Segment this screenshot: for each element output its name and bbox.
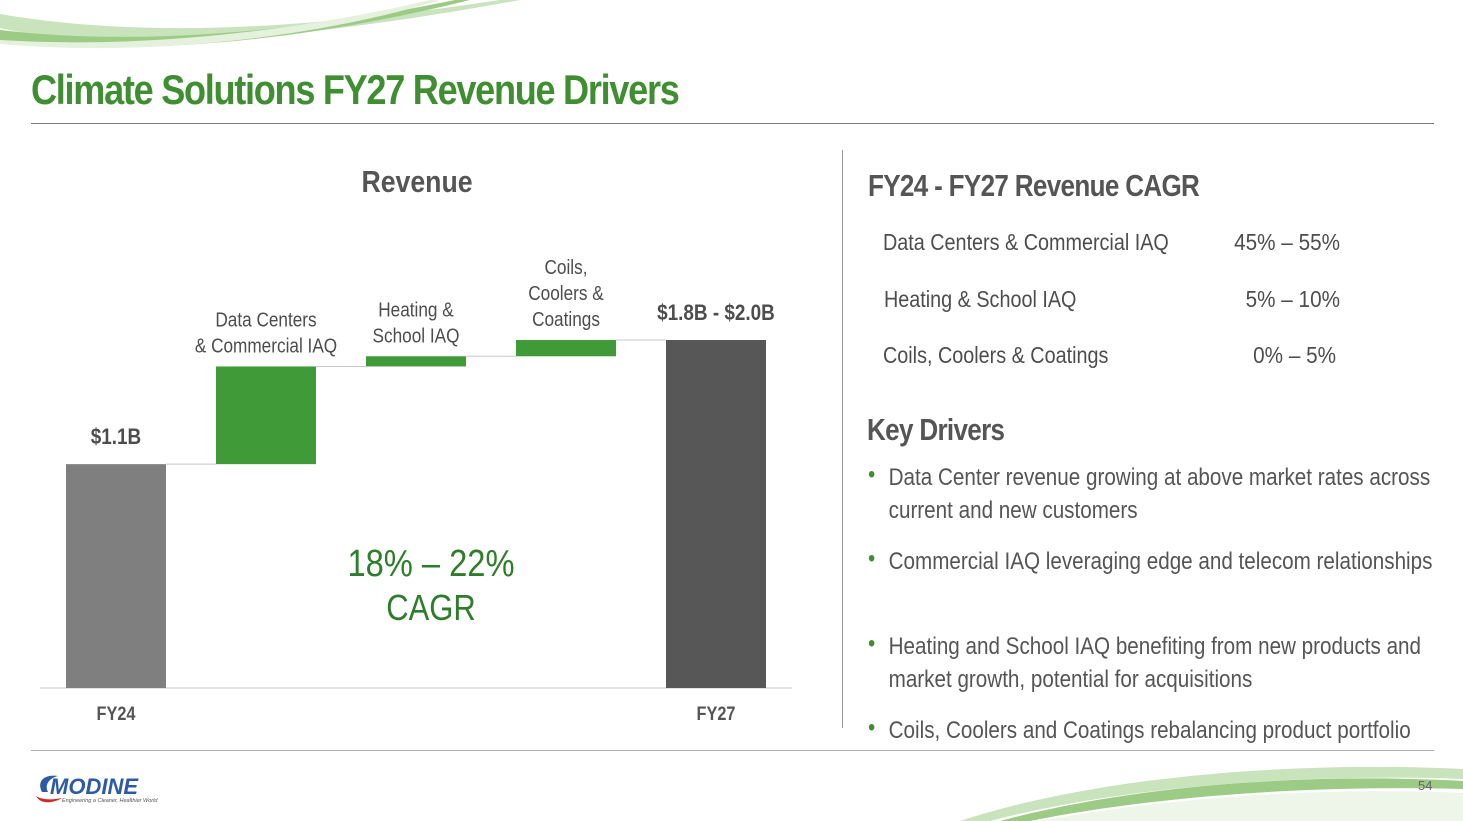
cagr-row-value: 5% – 10% [1245,286,1340,312]
chart-title: Revenue [361,165,472,199]
bullet-dot: • [868,714,876,741]
page-title: Climate Solutions FY27 Revenue Drivers [31,66,680,113]
bar [516,340,616,357]
bullet-dot: • [868,461,876,488]
company-logo: MODINE Engineering a Cleaner, Healthier … [36,774,158,804]
bullet-dot: • [868,545,876,572]
bar-label: & Commercial IAQ [195,334,337,357]
bar-label: School IAQ [373,324,460,347]
bar [216,366,316,465]
logo-tagline: Engineering a Cleaner, Healthier World [62,798,158,804]
bottom-swoosh-decoration [960,766,1463,821]
bar-label: Data Centers [215,308,316,331]
page-number: 54 [1418,778,1433,793]
bar-label: Coils, [545,256,588,279]
bullet-dot: • [868,630,876,657]
driver-text: Data Center revenue growing at above mar… [888,464,1431,524]
top-swoosh-decoration [0,0,520,49]
bar [66,464,166,688]
logo-wordmark: MODINE [50,774,139,799]
bar-label: $1.1B [91,425,141,450]
bar-label: Heating & [378,298,454,321]
cagr-annotation: 18% – 22% [347,542,514,585]
column-divider [842,150,843,728]
cagr-row-label: Data Centers & Commercial IAQ [883,229,1169,255]
cagr-row-value: 0% – 5% [1253,342,1336,368]
waterfall-chart: Revenue $1.1B FY24 Data Centers & Commercial… [40,165,792,724]
cagr-annotation: CAGR [386,589,475,629]
cagr-row-value: 45% – 55% [1234,229,1340,255]
cagr-row-label: Heating & School IAQ [884,286,1077,312]
bar [666,340,766,688]
x-tick-label: FY24 [96,703,135,724]
key-drivers-heading: Key Drivers [867,412,1005,447]
bar [366,356,466,367]
cagr-row-label: Coils, Coolers & Coatings [883,342,1109,368]
bar-label: $1.8B - $2.0B [657,301,775,326]
bar-label: Coolers & [528,282,604,305]
x-tick-label: FY27 [696,703,735,724]
cagr-heading: FY24 - FY27 Revenue CAGR [868,168,1200,203]
driver-text: Heating and School IAQ benefiting from n… [888,633,1422,693]
title-underline [31,123,1434,124]
bar-label: Coatings [532,308,600,331]
driver-text: Commercial IAQ leveraging edge and telec… [888,548,1433,575]
footer-divider [31,750,1434,751]
driver-text: Coils, Coolers and Coatings rebalancing … [888,717,1411,744]
